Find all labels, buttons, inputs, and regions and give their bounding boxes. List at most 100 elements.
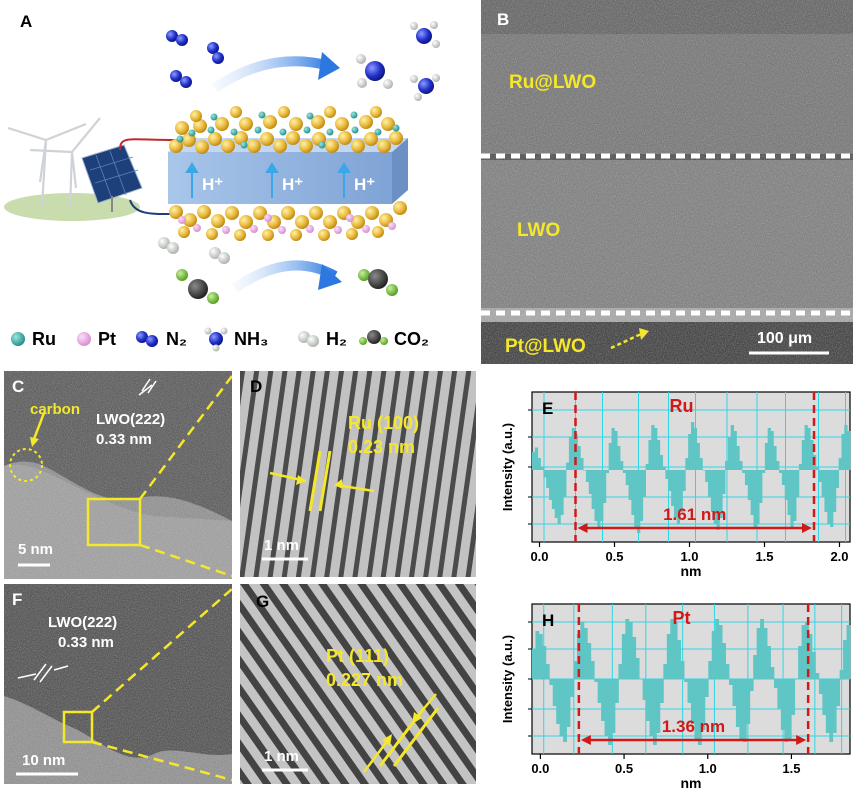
profile-bar <box>540 467 544 470</box>
x-tick-label: 1.0 <box>680 549 698 564</box>
profile-bar <box>713 470 717 524</box>
profile-bar <box>642 470 646 497</box>
co2-molecules <box>176 269 398 304</box>
g-plane-label: Pt (111) <box>326 646 390 666</box>
profile-bar <box>577 446 581 470</box>
profile-bar <box>821 470 825 497</box>
panel-f-letter: F <box>12 590 23 609</box>
profile-bar <box>776 461 780 470</box>
profile-bar <box>750 470 754 515</box>
profile-bar <box>668 470 672 491</box>
profile-bar <box>844 425 848 470</box>
label-pt-lwo: Pt@LWO <box>505 336 586 357</box>
profile-bar <box>716 470 720 530</box>
profile-bar <box>790 470 794 527</box>
profile-bar <box>818 470 823 482</box>
profile-bar <box>601 679 605 721</box>
label-lwo: LWO <box>517 220 561 241</box>
profile-bar <box>602 470 607 503</box>
profile-bar <box>808 634 813 679</box>
profile-bar <box>801 440 805 470</box>
profile-bar <box>571 428 575 470</box>
panel-b-letter: B <box>497 10 510 29</box>
profile-bar <box>830 470 834 527</box>
profile-bar <box>756 470 760 524</box>
profile-bar <box>691 679 695 724</box>
profile-bar <box>625 470 629 485</box>
panel-e: 1.61 nm Ru E 0.0 0.5 1.0 1.5 2.0 nm Intensity (a.… <box>488 380 860 580</box>
profile-bar <box>719 470 723 518</box>
solar-panel-icon <box>81 144 143 212</box>
profile-bar <box>798 646 803 679</box>
panel-a-letter: A <box>20 12 33 31</box>
profile-bar <box>791 679 796 715</box>
profile-bar <box>736 446 740 470</box>
profile-bar <box>779 470 783 473</box>
profile-bar <box>611 428 615 470</box>
profile-bar <box>597 679 602 703</box>
legend-label-n2: N₂ <box>166 329 187 349</box>
profile-bar <box>801 625 806 679</box>
span-arrow-head-left <box>580 735 591 745</box>
profile-bar <box>810 440 814 470</box>
profile-bar <box>654 428 658 470</box>
d-scale-label: 1 nm <box>264 537 300 554</box>
profile-bar <box>543 470 547 478</box>
panel-b: B Ru@LWO LWO Pt@LWO 100 μm <box>481 0 853 364</box>
profile-bar <box>756 628 761 679</box>
panel-g-letter: G <box>256 592 270 611</box>
profile-bar <box>618 664 623 679</box>
profile-bar <box>594 470 598 521</box>
span-arrow-head-right <box>796 735 807 745</box>
profile-bar <box>546 470 550 488</box>
profile-bar <box>836 679 841 706</box>
profile-bar <box>608 679 612 745</box>
profile-bar <box>570 679 574 697</box>
profile-bar <box>587 643 592 679</box>
profile-bar <box>746 679 751 724</box>
x-axis-label: nm <box>681 775 702 791</box>
proton-label-2: H⁺ <box>282 175 304 194</box>
profile-bar <box>730 425 734 470</box>
profile-bar <box>628 470 632 500</box>
profile-bar <box>733 431 737 470</box>
profile-bar <box>538 634 543 679</box>
panel-h: 1.36 nm Pt H 0.0 0.5 1.0 1.5 nm Intensity (a.u.) <box>488 592 860 792</box>
wind-turbine-icon <box>7 117 101 209</box>
panel-c-letter: C <box>12 377 25 396</box>
profile-bar <box>614 431 618 470</box>
panel-a: A <box>0 0 470 360</box>
profile-bar <box>793 470 797 521</box>
profile-bar <box>841 434 845 470</box>
profile-bar <box>704 679 709 697</box>
c-scale-label: 5 nm <box>18 541 54 558</box>
profile-bar <box>537 458 541 470</box>
profile-bar <box>727 437 732 470</box>
profile-bar <box>648 440 652 470</box>
profile-bar <box>673 470 678 518</box>
profile-bar <box>542 646 547 679</box>
profile-bar <box>702 470 706 471</box>
profile-bar <box>749 679 754 691</box>
profile-bar <box>688 434 692 470</box>
x-tick-label: 1.5 <box>755 549 773 564</box>
span-label: 1.36 nm <box>662 717 725 736</box>
f-plane-label: LWO(222) <box>48 614 118 631</box>
f-scale-label: 10 nm <box>22 752 66 769</box>
profile-bar <box>566 462 570 470</box>
profile-chart-pt: 1.36 nm Pt H 0.0 0.5 1.0 1.5 nm Intensity (a.u.) <box>500 603 851 791</box>
profile-chart-ru: 1.61 nm Ru E 0.0 0.5 1.0 1.5 2.0 nm Intensity (a.… <box>500 391 851 579</box>
proton-label-3: H⁺ <box>354 175 376 194</box>
profile-bar <box>815 467 820 470</box>
profile-bar <box>770 667 775 679</box>
panel-letter: H <box>542 611 554 630</box>
profile-bar <box>682 470 686 491</box>
h2-molecules <box>158 237 230 264</box>
profile-bar <box>656 679 661 733</box>
profile-bar <box>591 470 595 509</box>
profile-bar <box>608 443 612 470</box>
profile-bar <box>760 619 764 679</box>
profile-bar <box>628 622 633 679</box>
d-plane-label: Ru (100) <box>348 413 420 433</box>
profile-bar <box>637 470 641 533</box>
